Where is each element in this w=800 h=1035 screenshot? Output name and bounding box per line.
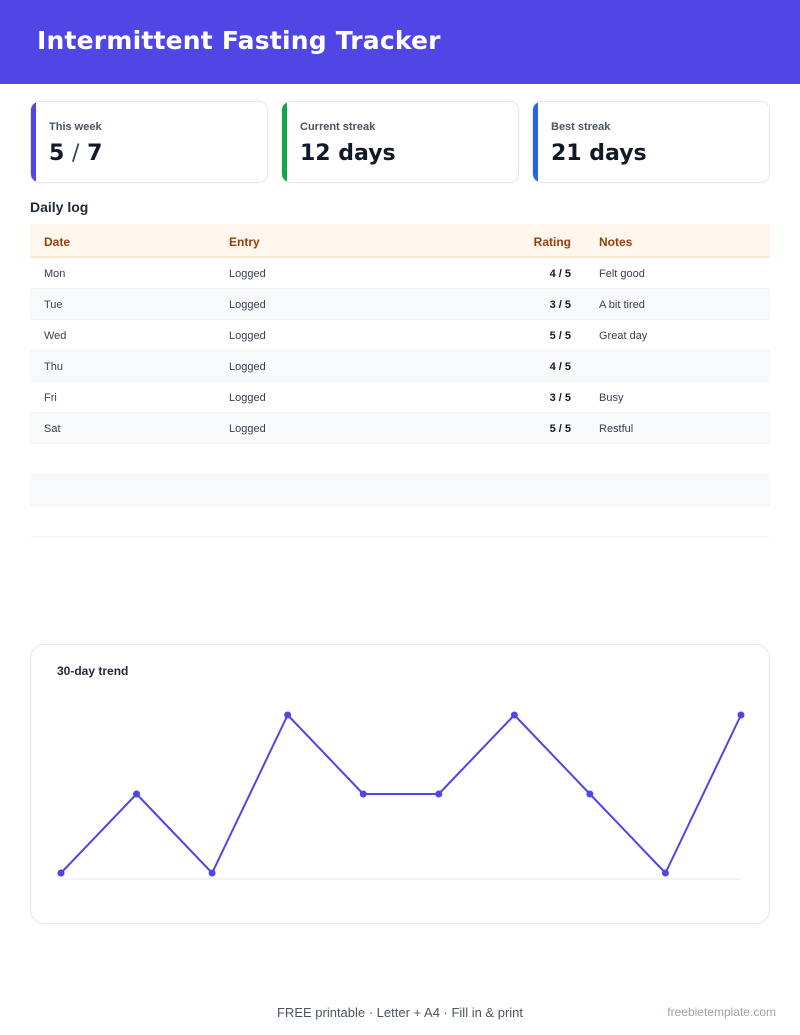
trend-data-point [133,790,141,798]
trend-data-point [661,869,669,877]
cell-date: Tue [44,299,63,311]
cell-notes: Felt good [599,268,645,280]
cell-entry: Logged [229,299,266,311]
trend-data-point [57,869,65,877]
footer-info: FREE printable · Letter + A4 · Fill in &… [276,1005,524,1020]
cell-entry: Logged [229,268,266,280]
cell-rating: 5 / 5 [549,423,571,435]
column-header-entry: Entry [229,235,260,249]
cell-entry: Logged [229,392,266,404]
stat-label: Best streak [551,121,611,133]
table-row: Mon Logged 4 / 5 Felt good [30,258,770,289]
trend-data-point [359,790,367,798]
cell-rating: 3 / 5 [549,299,571,311]
cell-date: Wed [44,330,67,342]
cell-notes: Great day [599,330,648,342]
trend-data-point [208,869,216,877]
trend-data-point [586,790,594,798]
stat-card-current-streak: Current streak 12 days [281,101,519,183]
chart-title: 30-day trend [57,664,129,678]
cell-date: Mon [44,268,66,280]
cell-date: Fri [44,392,57,404]
column-header-date: Date [44,235,71,249]
table-row: Tue Logged 3 / 5 A bit tired [30,289,770,320]
trend-data-point [737,711,745,719]
table-header: Date Entry Rating Notes [30,224,770,258]
table-row: Thu Logged 4 / 5 [30,351,770,382]
cell-notes: A bit tired [599,299,645,311]
table-row-empty [30,506,770,537]
cell-entry: Logged [229,330,266,342]
cell-notes: Busy [599,392,624,404]
table-row: Fri Logged 3 / 5 Busy [30,382,770,413]
table-row: Wed Logged 5 / 5 Great day [30,320,770,351]
stat-card-best-streak: Best streak 21 days [532,101,770,183]
column-header-rating: Rating [533,235,571,249]
page-title: Intermittent Fasting Tracker [37,26,441,55]
stat-label: Current streak [300,121,376,133]
app-header: Intermittent Fasting Tracker [0,0,800,84]
table-row-empty [30,444,770,475]
stat-value: 5 / 7 [49,141,102,166]
trend-data-point [435,790,443,798]
cell-notes: Restful [599,423,634,435]
trend-data-point [510,711,518,719]
trend-series-line [60,714,742,874]
stat-label: This week [49,121,102,133]
stat-accent-bar [282,102,287,182]
cell-rating: 4 / 5 [549,268,571,280]
daily-log-title: Daily log [30,199,89,215]
trend-chart [57,711,745,880]
stat-value: 21 days [551,141,647,166]
stat-accent-bar [533,102,538,182]
cell-rating: 5 / 5 [549,330,571,342]
trend-data-point [284,711,292,719]
footer-brand-link[interactable]: freebietemplate.com [667,1005,776,1019]
cell-entry: Logged [229,423,266,435]
stat-value-separator: / [71,141,80,166]
stat-value: 12 days [300,141,396,166]
stat-value-count: 5 [49,141,65,166]
stat-card-this-week: This week 5 / 7 [30,101,268,183]
table-row: Sat Logged 5 / 5 Restful [30,413,770,444]
stat-value-total: 7 [87,141,103,166]
cell-entry: Logged [229,361,266,373]
stat-accent-bar [31,102,36,182]
cell-date: Thu [44,361,63,373]
column-header-notes: Notes [599,235,633,249]
cell-rating: 4 / 5 [549,361,571,373]
cell-rating: 3 / 5 [549,392,571,404]
trend-chart-card: 30-day trend [30,644,770,924]
table-row-empty [30,475,770,506]
daily-log-table: Date Entry Rating Notes Mon Logged 4 / 5… [30,224,770,537]
cell-date: Sat [44,423,61,435]
